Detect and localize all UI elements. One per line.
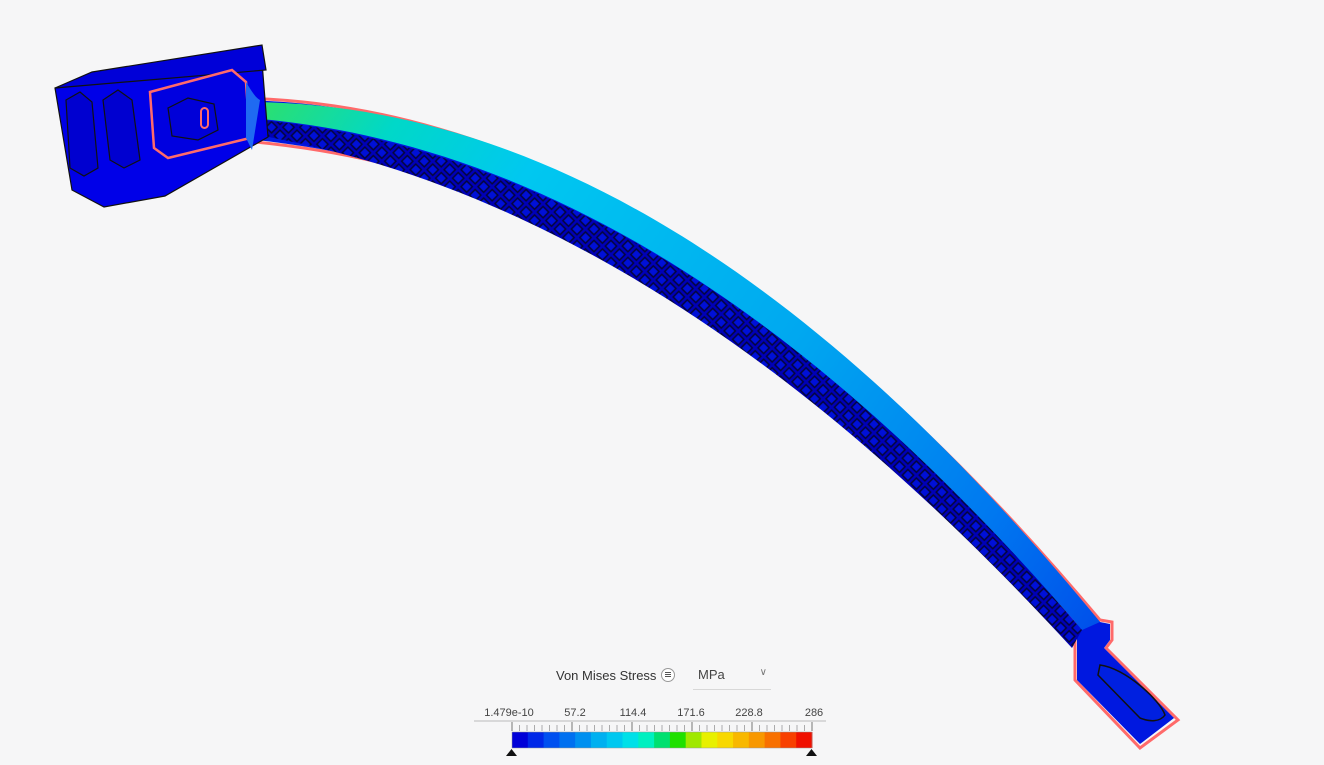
- color-swatch: [701, 732, 718, 748]
- color-swatch: [669, 732, 687, 748]
- mount-pocket-left: [65, 91, 99, 177]
- beam-model: [54, 44, 1181, 750]
- color-swatch: [543, 732, 560, 748]
- unit-label: MPa: [698, 667, 725, 682]
- chevron-down-icon: ∨: [759, 667, 767, 678]
- color-swatch: [654, 732, 671, 748]
- beam-upper-flange: [250, 102, 1100, 630]
- color-swatch: [590, 732, 608, 748]
- tick-label-57: 57.2: [564, 707, 586, 719]
- tick-label-171: 171.6: [677, 707, 705, 719]
- tick-label-max: 286: [804, 707, 824, 719]
- beam-body: [236, 100, 1174, 744]
- mount-transition: [246, 82, 260, 150]
- tick-label-min: 1.479e-10: [484, 707, 534, 719]
- tick-label-114: 114.4: [619, 707, 647, 719]
- color-swatch: [733, 732, 750, 748]
- color-swatch: [780, 732, 797, 748]
- color-swatch: [796, 732, 813, 748]
- color-swatch: [512, 732, 529, 748]
- beam-end-hole: [1097, 664, 1166, 722]
- mount-slot: [200, 107, 209, 129]
- unit-select[interactable]: MPa ∨: [693, 661, 771, 690]
- mount-pocket-right: [102, 89, 141, 169]
- color-scale: 1.479e-10 57.2 114.4 171.6 228.8 286: [470, 700, 840, 765]
- color-swatch: [638, 732, 655, 748]
- color-swatch: [748, 732, 766, 748]
- color-swatch: [606, 732, 624, 748]
- color-swatch: [575, 732, 592, 748]
- color-swatch: [717, 732, 734, 748]
- mount-window: [167, 97, 219, 141]
- beam-lattice: [240, 118, 1082, 648]
- mount-block-top: [54, 44, 267, 89]
- beam-edge-contour: [230, 96, 1181, 750]
- legend-header: Von Mises Stress: [556, 660, 676, 690]
- min-handle[interactable]: [506, 749, 517, 756]
- color-swatch: [622, 732, 639, 748]
- max-handle[interactable]: [806, 749, 817, 756]
- list-icon[interactable]: [661, 668, 676, 682]
- color-swatch: [764, 732, 781, 748]
- tick-label-228: 228.8: [735, 707, 763, 719]
- legend-title: Von Mises Stress: [556, 667, 657, 683]
- color-scale-bar: [474, 720, 826, 756]
- color-swatch: [685, 732, 702, 748]
- color-swatch: [559, 732, 576, 748]
- color-swatch: [527, 732, 545, 748]
